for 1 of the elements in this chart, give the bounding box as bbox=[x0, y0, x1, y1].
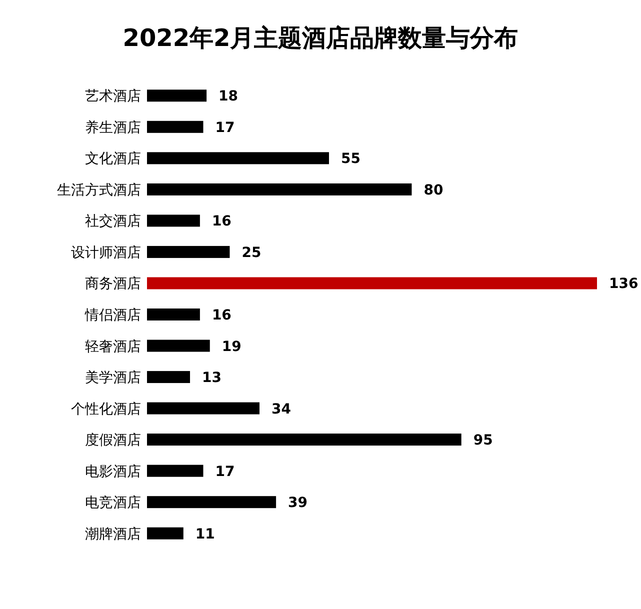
title: 2022年2月主题酒店品牌数量与分布 bbox=[122, 24, 518, 52]
